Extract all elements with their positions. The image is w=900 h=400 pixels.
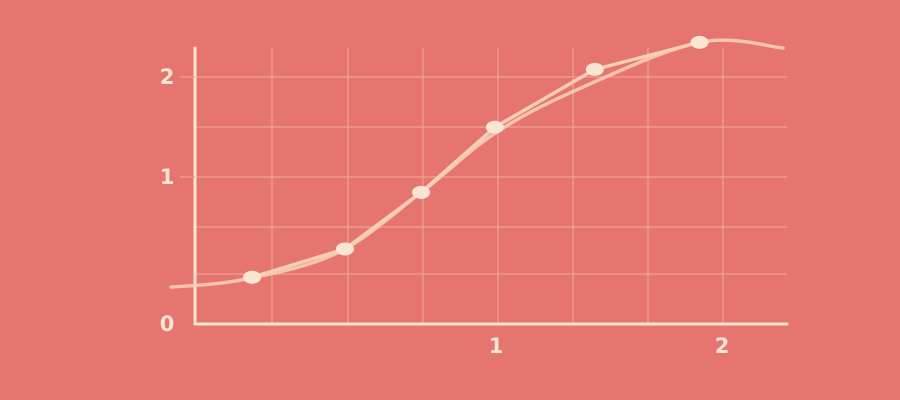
series-marker-line	[251, 40, 700, 279]
tick-labels: 0 1 2 1 2	[160, 65, 730, 358]
markers-layer	[243, 35, 709, 284]
grid	[195, 48, 787, 324]
data-point-0	[243, 270, 262, 284]
series-layer	[169, 38, 785, 289]
y-tick-label-0: 0	[160, 312, 175, 336]
data-point-3	[485, 120, 504, 134]
x-tick-label-2: 2	[715, 334, 730, 358]
data-point-5	[690, 35, 709, 49]
x-tick-label-1: 1	[489, 334, 504, 358]
axes	[180, 46, 789, 326]
y-tick-label-2: 2	[160, 65, 175, 89]
data-point-2	[412, 185, 431, 199]
y-tick-label-1: 1	[160, 165, 175, 189]
data-point-4	[585, 62, 604, 76]
data-point-1	[335, 242, 354, 256]
